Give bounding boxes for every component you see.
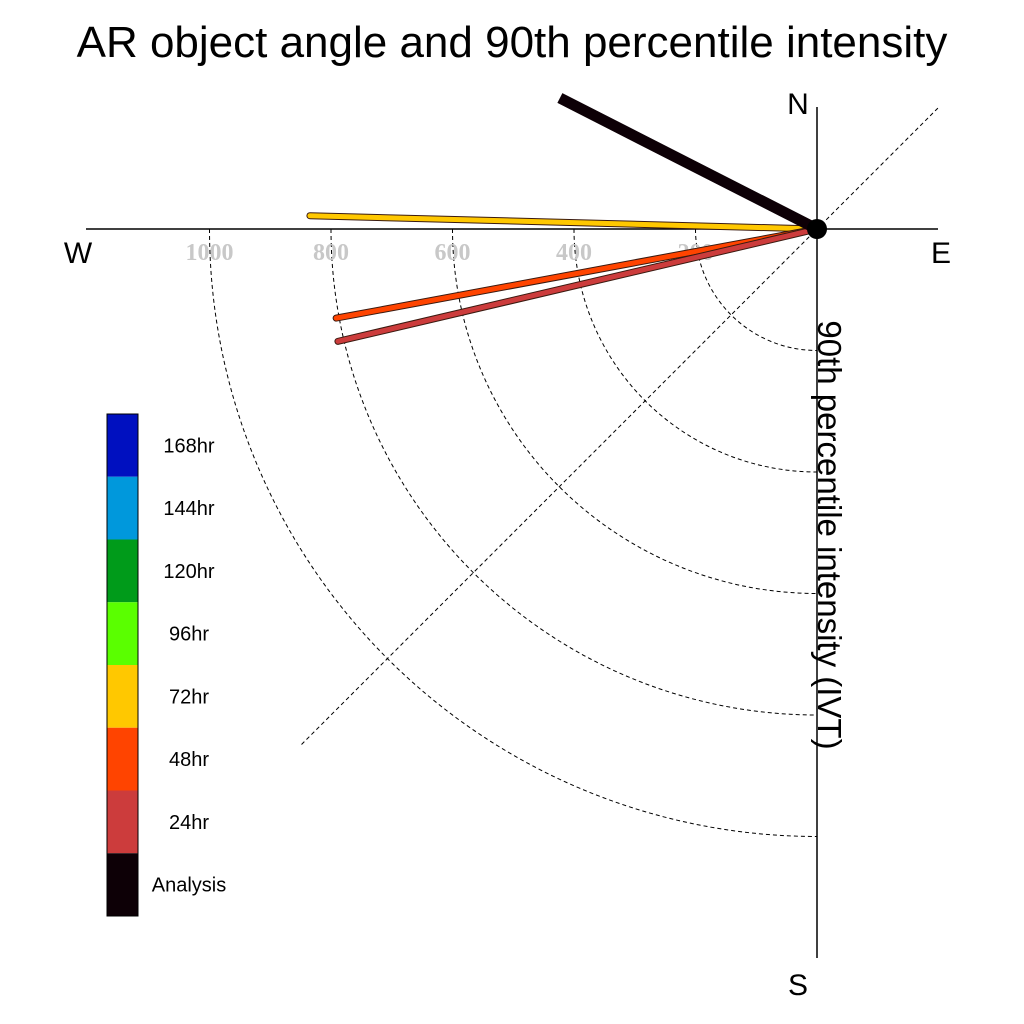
legend-swatch (107, 602, 138, 665)
radial-tick-label: 600 (435, 240, 471, 266)
legend-label: 168hr (163, 435, 214, 457)
legend-frame (106, 413, 139, 917)
radial-tick-labels: 2004006008001000 (186, 240, 714, 266)
series-vector-analysis (557, 93, 820, 234)
legend-label: 144hr (163, 498, 214, 520)
legend-swatch (107, 727, 138, 791)
legend-swatch (107, 414, 138, 477)
legend-label: Analysis (152, 875, 226, 897)
legend-swatch (107, 790, 138, 854)
grid-diagonal (301, 107, 939, 745)
legend-swatch (107, 665, 138, 728)
series-layer (306, 93, 821, 345)
grid-arc (209, 228, 818, 837)
radial-tick-label: 1000 (186, 240, 234, 266)
legend-label: 120hr (163, 561, 214, 583)
legend: 168hr 144hr 120hr 96hr 72hr 48hr 24hr Analysis (106, 413, 226, 917)
compass-west-label: W (64, 237, 93, 270)
radial-tick-label: 400 (556, 240, 592, 266)
legend-label: 72hr (169, 686, 209, 708)
compass-south-label: S (788, 969, 808, 1002)
radial-tick-label: 800 (313, 240, 349, 266)
legend-label: 24hr (169, 812, 209, 834)
legend-swatch (107, 539, 138, 603)
legend-swatch (107, 853, 138, 916)
chart-title: AR object angle and 90th percentile inte… (77, 18, 948, 67)
center-marker (807, 219, 827, 239)
compass-east-label: E (931, 237, 951, 270)
legend-swatch (107, 476, 138, 540)
legend-label: 48hr (169, 749, 209, 771)
series-vector-24hr (335, 226, 820, 344)
y-axis-label: 90th percentile intensity (IVT) (811, 320, 848, 749)
series-vector-48hr (333, 226, 820, 321)
series-vector-72hr (307, 213, 820, 232)
legend-label: 96hr (169, 624, 209, 646)
compass-north-label: N (787, 88, 809, 121)
grid-arc (695, 228, 818, 351)
